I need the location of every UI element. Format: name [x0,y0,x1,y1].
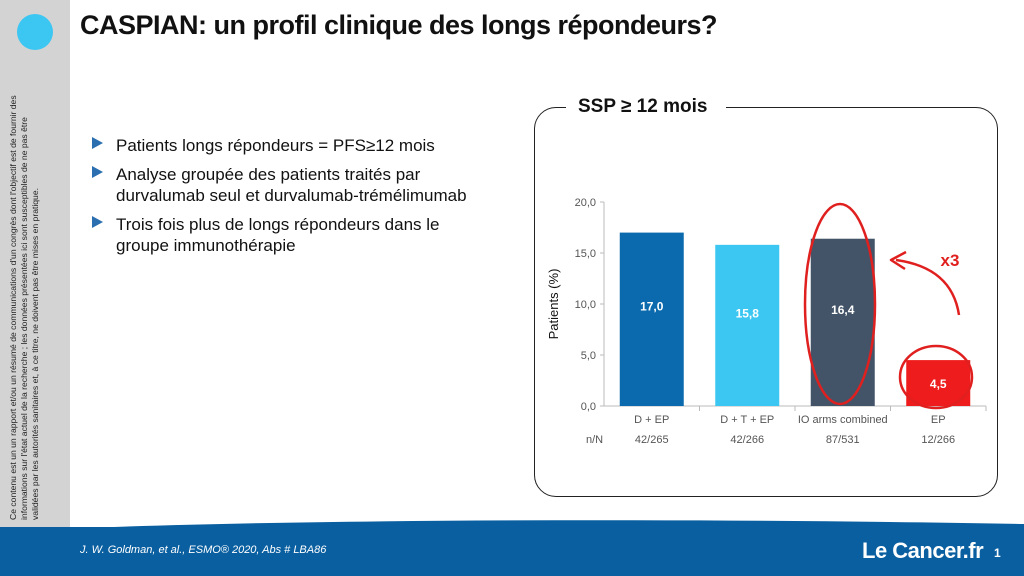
chart-frame [534,107,998,497]
page-number: 1 [994,546,1001,560]
bar-chart: 0,0 5,0 10,0 15,0 20,0 Patients (%) 17,0 D + EP… [546,197,987,446]
y-tick-label: 20,0 [575,197,596,209]
nN-value-label: 12/266 [921,434,955,446]
y-tick-label: 10,0 [575,299,596,311]
nN-value-label: 87/531 [826,434,860,446]
x-tick-label: D + T + EP [720,414,774,426]
bullet-item: Patients longs répondeurs = PFS≥12 mois [92,135,472,156]
x-tick-label: EP [931,414,946,426]
bar [619,232,684,406]
chart-box-title: SSP ≥ 12 mois [578,96,708,117]
highlight-ellipse-ep [898,344,974,410]
y-tick-label: 15,0 [575,248,596,260]
curved-arrow-icon [895,258,961,316]
y-tick-label: 0,0 [581,401,596,413]
accent-dot [17,14,53,50]
chart-title-background [566,92,726,124]
bullet-text: Patients longs répondeurs = PFS≥12 mois [116,136,435,155]
bullet-item: Analyse groupée des patients traités par… [92,164,472,206]
nN-value-label: 42/266 [730,434,764,446]
bar [715,244,780,406]
arrow-head-icon [889,250,907,271]
bar-value-label: 4,5 [930,377,947,391]
lecancer-logo: Le Cancer.fr [862,538,984,563]
bar-value-label: 16,4 [831,303,855,317]
bar-value-label: 17,0 [640,300,664,314]
slide-title: CASPIAN: un profil clinique des longs ré… [80,10,718,40]
bullet-list: Patients longs répondeurs = PFS≥12 mois … [92,135,472,264]
nN-value-label: 42/265 [635,434,669,446]
bullet-arrow-icon [92,166,103,178]
reference-text: J. W. Goldman, et al., ESMO® 2020, Abs #… [80,544,327,556]
x-tick-label: IO arms combined [798,414,888,426]
highlight-ellipse-io [803,202,877,406]
bar [906,360,971,406]
bullet-item: Trois fois plus de longs répondeurs dans… [92,214,472,256]
bullet-arrow-icon [92,216,103,228]
bullet-arrow-icon [92,137,103,149]
disclaimer-text: Ce contenu est un un rapport et/ou un ré… [8,95,40,520]
bar-value-label: 15,8 [736,306,760,320]
bullet-text: Trois fois plus de longs répondeurs dans… [116,215,440,255]
left-sidebar: Ce contenu est un un rapport et/ou un ré… [0,0,70,527]
nN-label: n/N [586,434,603,446]
x3-annotation: x3 [941,251,960,270]
x-tick-label: D + EP [634,414,669,426]
y-axis-label: Patients (%) [546,269,561,340]
bullet-text: Analyse groupée des patients traités par… [116,165,467,205]
footer-bar [0,527,1024,576]
y-tick-label: 5,0 [581,350,596,362]
bar [810,238,875,406]
